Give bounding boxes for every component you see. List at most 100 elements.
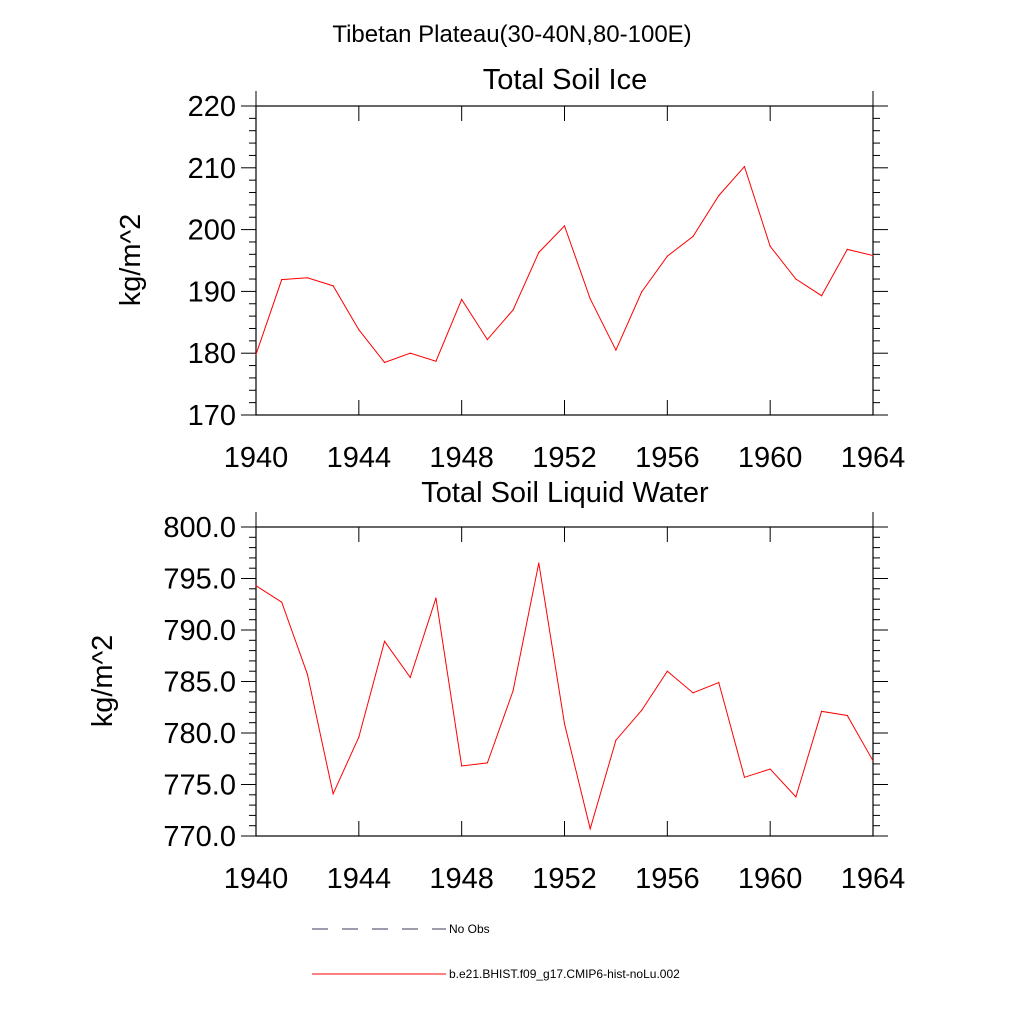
data-point [615, 349, 617, 351]
tick-marks [241, 91, 888, 416]
data-point [512, 690, 514, 692]
data-point [383, 361, 386, 364]
data-point [692, 692, 694, 694]
panel-total-soil-liquid-water: Total Soil Liquid Water kg/m^2 1940 1944 1… [87, 477, 905, 895]
data-point [872, 760, 874, 762]
data-point [358, 736, 360, 738]
data-point [872, 254, 874, 257]
data-point [820, 710, 823, 712]
x-tick-label: 1948 [429, 863, 494, 895]
y-tick-label: 800.0 [163, 512, 236, 544]
data-point [769, 245, 771, 247]
x-tick-labels: 1940 1944 1948 1952 1956 1960 1964 [224, 442, 906, 474]
legend-label-no-obs: No Obs [449, 922, 490, 936]
x-tick-label: 1952 [532, 442, 597, 474]
panel-title: Total Soil Ice [483, 64, 647, 96]
figure-suptitle: Tibetan Plateau(30-40N,80-100E) [332, 21, 691, 48]
x-tick-label: 1948 [429, 442, 494, 474]
data-point [666, 670, 668, 672]
y-tick-label: 200 [188, 215, 236, 247]
x-tick-label: 1964 [841, 863, 906, 895]
x-tick-label: 1940 [224, 442, 289, 474]
series-line [255, 165, 874, 364]
plot-frame [255, 526, 874, 837]
data-point [538, 562, 540, 564]
data-point [769, 768, 771, 770]
data-point [589, 828, 591, 830]
data-point [255, 353, 257, 356]
data-point [461, 298, 463, 301]
y-tick-label: 770.0 [163, 821, 236, 853]
data-point [692, 235, 694, 237]
x-tick-labels: 1940 1944 1948 1952 1956 1960 1964 [224, 863, 906, 895]
x-tick-label: 1960 [738, 442, 803, 474]
y-tick-label: 795.0 [163, 564, 236, 596]
data-point [589, 298, 591, 300]
y-tick-label: 210 [188, 153, 236, 185]
y-tick-label: 790.0 [163, 615, 236, 647]
data-point [306, 277, 309, 279]
data-point [512, 309, 514, 311]
tick-marks [241, 512, 888, 837]
panel-total-soil-ice: Total Soil Ice kg/m^2 1940 1944 1948 1952 19… [115, 64, 905, 474]
series-line [255, 562, 874, 831]
data-point [486, 339, 488, 341]
x-tick-label: 1944 [327, 442, 392, 474]
y-tick-label: 785.0 [163, 667, 236, 699]
data-point [383, 640, 386, 642]
data-point [718, 195, 720, 197]
y-tick-label: 180 [188, 338, 236, 370]
series-layer [255, 562, 874, 831]
data-point [641, 709, 643, 711]
y-tick-labels: 770.0 775.0 780.0 785.0 790.0 795.0 800.0 [163, 512, 236, 853]
x-tick-label: 1964 [841, 442, 906, 474]
y-axis-label: kg/m^2 [115, 214, 147, 307]
data-point [461, 765, 463, 767]
data-point [641, 291, 643, 293]
y-axis-label: kg/m^2 [87, 635, 119, 728]
x-tick-label: 1944 [327, 863, 392, 895]
data-point [358, 329, 360, 331]
data-point [255, 585, 257, 587]
data-point [538, 251, 540, 254]
data-point [563, 225, 566, 227]
data-point [718, 681, 720, 684]
y-tick-label: 220 [188, 91, 236, 123]
data-point [435, 360, 437, 362]
data-point [306, 673, 309, 675]
y-tick-labels: 170 180 190 200 210 220 [188, 91, 236, 432]
y-tick-label: 780.0 [163, 718, 236, 750]
x-tick-label: 1956 [635, 863, 700, 895]
data-point [846, 248, 848, 250]
y-tick-label: 775.0 [163, 770, 236, 802]
panel-title: Total Soil Liquid Water [421, 477, 709, 509]
x-tick-label: 1960 [738, 863, 803, 895]
data-point [743, 165, 746, 168]
data-point [666, 255, 668, 257]
data-point [615, 739, 617, 741]
x-tick-label: 1952 [532, 863, 597, 895]
x-tick-label: 1940 [224, 863, 289, 895]
data-point [332, 285, 334, 287]
data-point [435, 597, 437, 599]
legend-label-series: b.e21.BHIST.f09_g17.CMIP6-hist-noLu.002 [449, 967, 680, 981]
data-point [846, 714, 848, 717]
data-point [820, 295, 823, 297]
data-point [743, 776, 746, 778]
data-point [795, 796, 797, 798]
data-point [486, 762, 488, 764]
data-point [563, 723, 566, 725]
plot-frame [255, 105, 874, 416]
data-point [332, 793, 334, 795]
data-point [281, 601, 283, 603]
legend: No Obs b.e21.BHIST.f09_g17.CMIP6-hist-no… [312, 922, 680, 981]
y-tick-label: 190 [188, 276, 236, 308]
x-tick-label: 1956 [635, 442, 700, 474]
data-point [281, 279, 283, 281]
data-point [409, 352, 411, 354]
data-point [795, 278, 797, 280]
data-point [409, 676, 411, 678]
series-layer [255, 165, 874, 364]
y-tick-label: 170 [188, 400, 236, 432]
